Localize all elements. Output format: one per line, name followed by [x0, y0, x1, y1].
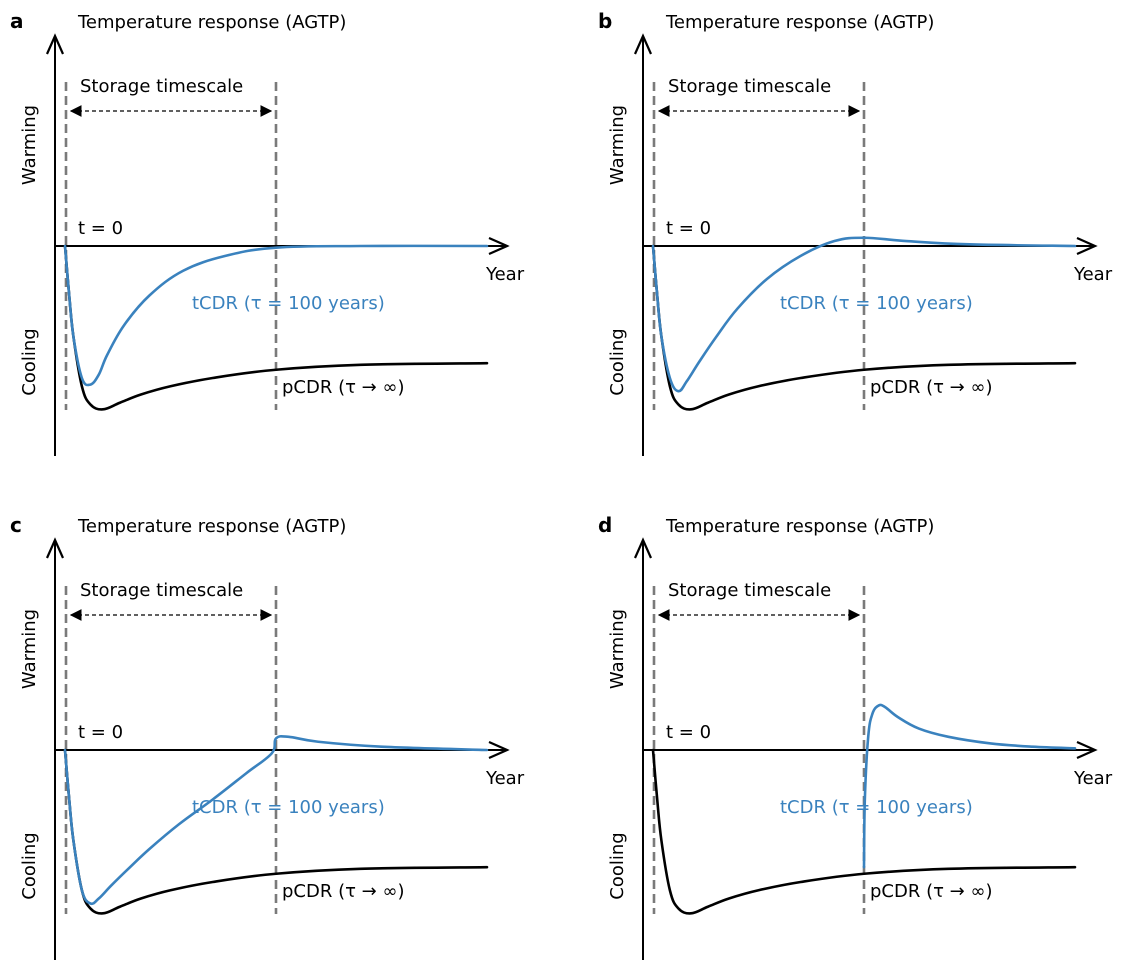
panel-letter: d [598, 513, 612, 537]
panel-a: a Temperature response (AGTP) Year Warming C… [10, 9, 525, 456]
chart-title: Temperature response (AGTP) [77, 516, 346, 537]
panel-d: d Temperature response (AGTP) Year Warming C… [598, 513, 1113, 960]
y-axis-arrow [633, 33, 653, 55]
storage-timescale-label: Storage timescale [668, 580, 831, 601]
x-axis-label: Year [1073, 264, 1113, 285]
warming-label: Warming [607, 609, 628, 689]
series-pcdr-line [651, 748, 1077, 915]
cooling-label: Cooling [19, 328, 40, 395]
panel-letter: a [10, 9, 24, 33]
x-axis-arrow [488, 236, 510, 256]
storage-timescale-label: Storage timescale [80, 580, 243, 601]
series-tcdr-line [862, 703, 1077, 869]
pcdr-label: pCDR (τ → ∞) [282, 881, 404, 902]
y-axis-arrow [45, 537, 65, 559]
panel-c: c Temperature response (AGTP) Year Warming C… [10, 513, 525, 960]
t0-label: t = 0 [78, 722, 123, 743]
x-axis-arrow [1076, 236, 1098, 256]
pcdr-label: pCDR (τ → ∞) [870, 377, 992, 398]
x-axis-label: Year [485, 768, 525, 789]
y-axis-arrow [45, 33, 65, 55]
tcdr-label: tCDR (τ = 100 years) [192, 797, 385, 818]
chart-title: Temperature response (AGTP) [665, 516, 934, 537]
series-tcdr-line [63, 244, 489, 387]
cooling-label: Cooling [19, 832, 40, 899]
tcdr-label: tCDR (τ = 100 years) [780, 797, 973, 818]
x-axis-label: Year [1073, 768, 1113, 789]
series-tcdr-line [63, 734, 489, 906]
tcdr-label: tCDR (τ = 100 years) [780, 293, 973, 314]
storage-timescale-label: Storage timescale [80, 76, 243, 97]
warming-label: Warming [19, 609, 40, 689]
panel-b: b Temperature response (AGTP) Year Warming C… [598, 9, 1113, 456]
x-axis-arrow [1076, 740, 1098, 760]
cooling-label: Cooling [607, 832, 628, 899]
cooling-label: Cooling [607, 328, 628, 395]
pcdr-label: pCDR (τ → ∞) [282, 377, 404, 398]
t0-label: t = 0 [666, 218, 711, 239]
tcdr-label: tCDR (τ = 100 years) [192, 293, 385, 314]
warming-label: Warming [19, 105, 40, 185]
pcdr-label: pCDR (τ → ∞) [870, 881, 992, 902]
y-axis-arrow [633, 537, 653, 559]
panel-letter: b [598, 9, 612, 33]
warming-label: Warming [607, 105, 628, 185]
x-axis-arrow [488, 740, 510, 760]
chart-title: Temperature response (AGTP) [77, 12, 346, 33]
panel-letter: c [10, 513, 22, 537]
x-axis-label: Year [485, 264, 525, 285]
storage-timescale-label: Storage timescale [668, 76, 831, 97]
t0-label: t = 0 [78, 218, 123, 239]
t0-label: t = 0 [666, 722, 711, 743]
series-tcdr-line [651, 236, 1077, 393]
chart-title: Temperature response (AGTP) [665, 12, 934, 33]
